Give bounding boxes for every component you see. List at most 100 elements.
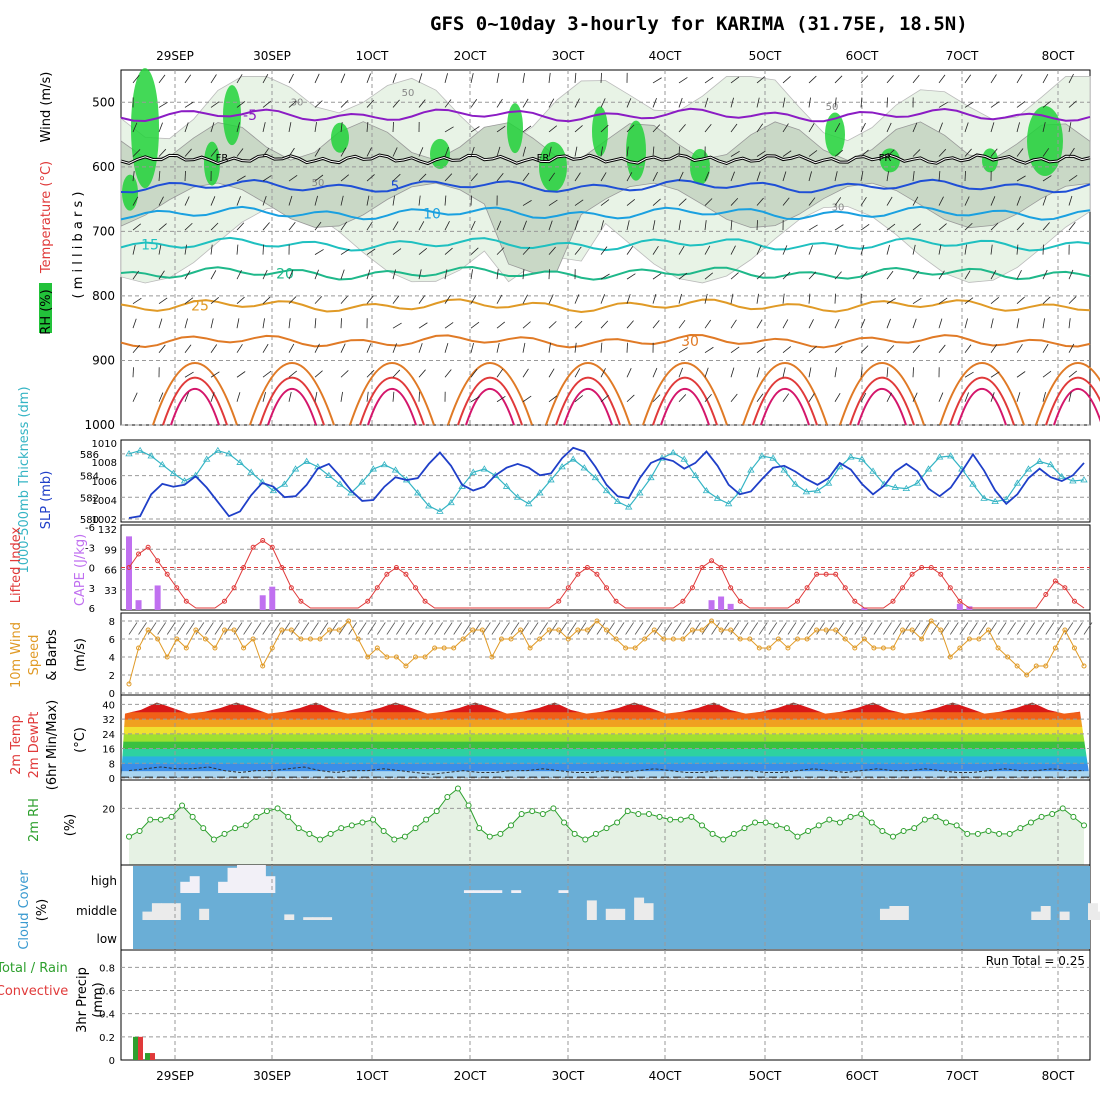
series-point [191, 471, 200, 478]
rh-legend: RH (%) [39, 283, 54, 335]
warm-contour [367, 388, 417, 426]
rh-contour-label: 50 [826, 102, 839, 113]
warm-contour [259, 376, 325, 426]
wind-barb [314, 122, 317, 133]
wind-barb [210, 371, 220, 378]
cape-tick-label: 99 [104, 545, 117, 556]
wind-barb [501, 622, 510, 635]
wind-barb [730, 76, 740, 84]
li-point [298, 598, 304, 604]
date-label: 29SEP [156, 1069, 194, 1083]
series-point [813, 486, 822, 494]
li-point [852, 598, 858, 604]
isotherm-label: 15 [141, 237, 159, 253]
wind-barb [195, 622, 205, 635]
li-point [604, 585, 609, 591]
wind-speed-point [346, 618, 352, 624]
wind-barb [236, 270, 242, 280]
li-tick-label: 0 [89, 564, 95, 575]
wind-barb [704, 97, 709, 108]
wind-speed-point [307, 636, 313, 642]
rh-point [762, 819, 769, 826]
wind-barb [1042, 296, 1051, 304]
cape-bar [269, 586, 276, 610]
wind-barb [1016, 392, 1021, 402]
wind-barb [522, 220, 527, 231]
rh-point [210, 836, 217, 843]
wind-barb [990, 196, 996, 206]
li-point [145, 544, 151, 550]
wind-barb [574, 220, 579, 231]
wind-barbs [132, 72, 1078, 403]
isotherm-line [120, 107, 1091, 123]
li-point [795, 598, 800, 604]
wind-barb [1016, 344, 1023, 353]
rh-axis-label: RH (%) [39, 289, 54, 334]
date-label: 7OCT [946, 1069, 979, 1083]
wind-barb [184, 318, 188, 329]
wind-speed-point [546, 627, 552, 633]
wind-barb [1016, 196, 1021, 206]
rh-point [508, 822, 514, 829]
date-label: 1OCT [356, 49, 389, 63]
wind-speed-point [900, 627, 906, 633]
wind-barb [626, 342, 628, 353]
temp-axis-label: 2m Temp [9, 715, 24, 775]
wind-barb [756, 319, 763, 329]
wind-barb [653, 622, 663, 635]
wind-barb [574, 199, 584, 206]
date-label: 6OCT [846, 49, 879, 63]
date-label: 2OCT [454, 1069, 487, 1083]
wind-barb [340, 295, 348, 304]
date-label: 4OCT [649, 49, 682, 63]
wind-barb [288, 318, 291, 329]
series-point [214, 446, 222, 453]
temp-tick-label: 40 [102, 700, 115, 711]
series-point [947, 452, 955, 459]
wind10m-label: 10m Wind [9, 622, 24, 688]
wind-barb [444, 195, 447, 206]
mid-cloud-bar [284, 914, 295, 920]
wind-barb [912, 318, 917, 329]
wind-speed-point [928, 618, 934, 624]
wind-speed-point [250, 636, 256, 642]
panel-frame [120, 612, 1091, 696]
rh-point [932, 813, 939, 820]
precip-total-bar [133, 1036, 138, 1060]
rh-point [614, 819, 621, 826]
date-labels-bottom: 29SEP 30SEP 1OCT 2OCT 3OCT 4OCT 5OCT 6OCT 7OCT 8O… [156, 1069, 1075, 1083]
wind-barb [652, 367, 658, 378]
li-point [260, 538, 266, 543]
wind-barb [577, 622, 587, 635]
mid-cloud-bar [898, 906, 909, 920]
wind-barb [132, 367, 134, 378]
rh-point [667, 816, 674, 823]
wind-barb [236, 175, 246, 182]
wind-speed-point [613, 636, 619, 642]
li-point [556, 598, 562, 604]
wind-barb [678, 124, 686, 133]
high-cloud-bar [463, 890, 474, 893]
wind-speed-point [374, 645, 380, 651]
wind-barb [262, 122, 266, 133]
wind-barb [782, 367, 786, 378]
temp-unit-label: (°C) [73, 727, 88, 753]
precip-convective-bar [138, 1036, 143, 1060]
wind-barb [205, 622, 214, 635]
wind-barb [969, 622, 978, 635]
wind-speed-point [441, 645, 447, 651]
wind-barb [652, 273, 662, 280]
rh-point [794, 833, 801, 840]
cloud-unit-label: (%) [35, 899, 50, 922]
cape-bar [259, 595, 266, 610]
wind-barb [548, 294, 554, 304]
li-point [823, 571, 829, 577]
series-point [969, 480, 977, 487]
wind-barb [1016, 122, 1020, 133]
date-label: 3OCT [552, 49, 585, 63]
temp-band [121, 719, 1090, 727]
high-cloud-bar [511, 890, 522, 893]
rh-point [306, 830, 313, 837]
warm-contour [249, 362, 335, 426]
li-point [1062, 585, 1068, 591]
